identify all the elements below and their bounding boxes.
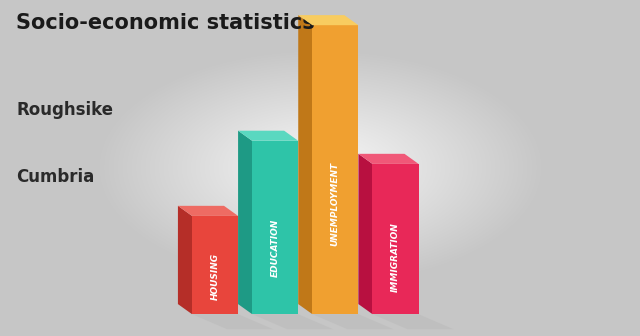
- Polygon shape: [312, 314, 394, 329]
- Polygon shape: [178, 206, 238, 216]
- Polygon shape: [238, 131, 298, 141]
- Polygon shape: [252, 314, 333, 329]
- FancyBboxPatch shape: [372, 164, 419, 314]
- FancyBboxPatch shape: [252, 141, 298, 314]
- Polygon shape: [298, 15, 312, 314]
- Polygon shape: [178, 206, 192, 314]
- FancyBboxPatch shape: [192, 216, 238, 314]
- Text: IMMIGRATION: IMMIGRATION: [391, 222, 400, 292]
- Text: EDUCATION: EDUCATION: [271, 219, 280, 278]
- Polygon shape: [358, 154, 419, 164]
- Polygon shape: [358, 154, 372, 314]
- Text: Socio-economic statistics: Socio-economic statistics: [16, 13, 315, 34]
- Text: HOUSING: HOUSING: [211, 253, 220, 300]
- Polygon shape: [298, 15, 358, 25]
- Text: UNEMPLOYMENT: UNEMPLOYMENT: [331, 162, 340, 246]
- Polygon shape: [192, 314, 273, 329]
- FancyBboxPatch shape: [312, 25, 358, 314]
- Text: Cumbria: Cumbria: [16, 168, 94, 186]
- Polygon shape: [238, 131, 252, 314]
- Text: Roughsike: Roughsike: [16, 101, 113, 119]
- Polygon shape: [372, 314, 454, 329]
